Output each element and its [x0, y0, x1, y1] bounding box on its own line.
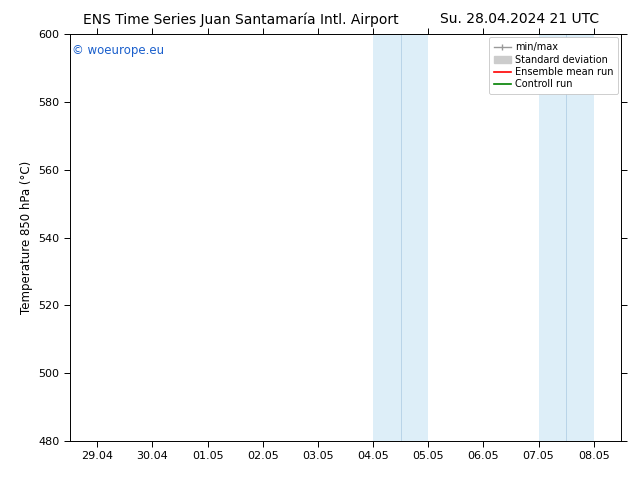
- Bar: [538, 34, 566, 441]
- Bar: [401, 34, 429, 441]
- Y-axis label: Temperature 850 hPa (°C): Temperature 850 hPa (°C): [20, 161, 32, 314]
- Legend: min/max, Standard deviation, Ensemble mean run, Controll run: min/max, Standard deviation, Ensemble me…: [489, 37, 618, 94]
- Bar: [566, 34, 593, 441]
- Text: Su. 28.04.2024 21 UTC: Su. 28.04.2024 21 UTC: [441, 12, 599, 26]
- Bar: [373, 34, 401, 441]
- Text: © woeurope.eu: © woeurope.eu: [72, 45, 165, 57]
- Text: ENS Time Series Juan Santamaría Intl. Airport: ENS Time Series Juan Santamaría Intl. Ai…: [83, 12, 399, 27]
